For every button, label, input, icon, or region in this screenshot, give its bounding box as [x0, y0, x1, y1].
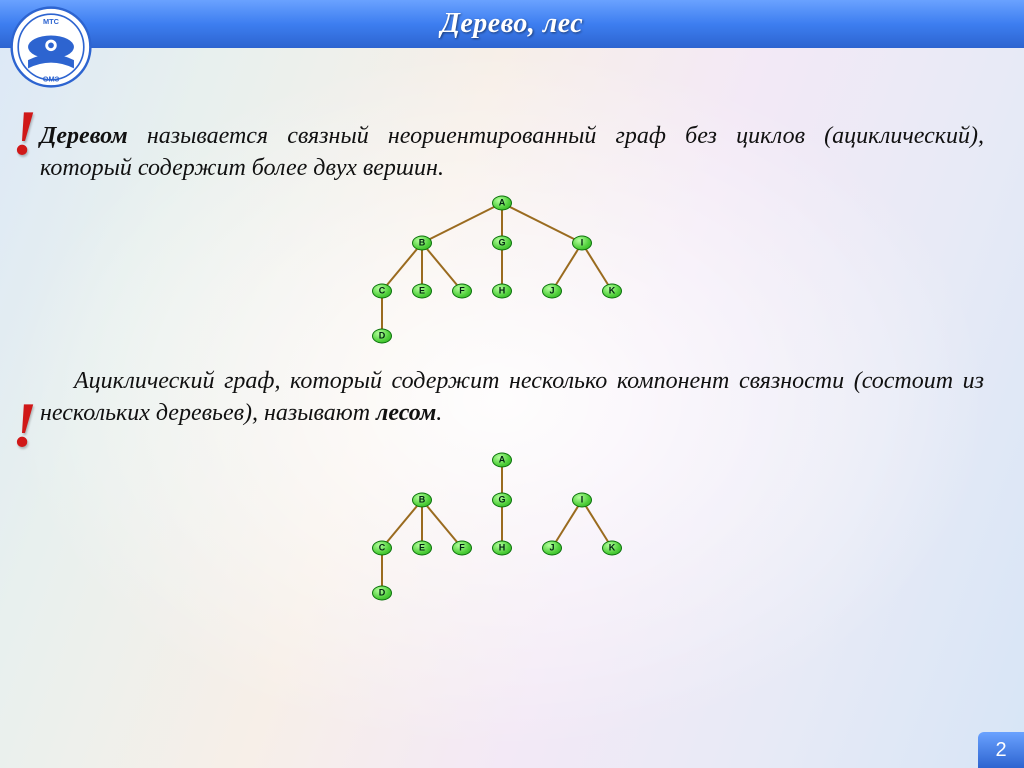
term-forest: лесом: [376, 400, 436, 426]
graph-node: J: [542, 540, 562, 555]
para2-text1: Ациклический граф, который содержит неск…: [40, 368, 984, 426]
graph-node: G: [492, 235, 512, 250]
logo-text-top: МТС: [43, 17, 60, 26]
graph-node: H: [492, 283, 512, 298]
slide: Дерево, лес МТС ОМЗ ! ! Деревом называет…: [0, 0, 1024, 768]
graph-node: D: [372, 585, 392, 600]
graph-node: A: [492, 195, 512, 210]
tree-diagram: A B G I C E F H J K D: [352, 191, 672, 351]
tree-edges: [352, 191, 672, 351]
graph-node: E: [412, 283, 432, 298]
page-number-text: 2: [995, 739, 1006, 762]
paragraph-1: Деревом называется связный неориентирова…: [40, 120, 984, 185]
para2-block: Ациклический граф, который содержит неск…: [40, 365, 984, 430]
graph-node: F: [452, 540, 472, 555]
graph-node: C: [372, 540, 392, 555]
graph-node: I: [572, 235, 592, 250]
para2-text2: .: [436, 400, 442, 426]
graph-node: I: [572, 492, 592, 507]
graph-node: F: [452, 283, 472, 298]
forest-edges: [352, 448, 672, 618]
graph-node: C: [372, 283, 392, 298]
title-bar: Дерево, лес: [0, 0, 1024, 48]
graph-node: K: [602, 540, 622, 555]
graph-node: K: [602, 283, 622, 298]
graph-node: G: [492, 492, 512, 507]
page-number: 2: [978, 732, 1024, 768]
slide-title: Дерево, лес: [441, 8, 583, 40]
graph-node: D: [372, 328, 392, 343]
graph-node: B: [412, 235, 432, 250]
paragraph-2: Ациклический граф, который содержит неск…: [40, 365, 984, 430]
graph-node: H: [492, 540, 512, 555]
graph-node: E: [412, 540, 432, 555]
content-area: Деревом называется связный неориентирова…: [0, 60, 1024, 768]
graph-node: A: [492, 452, 512, 467]
forest-diagram: A B G I C E F H J K D: [352, 448, 672, 618]
para1-text: называется связный неориентированный гра…: [40, 123, 984, 181]
graph-node: B: [412, 492, 432, 507]
graph-node: J: [542, 283, 562, 298]
term-tree: Деревом: [40, 123, 147, 149]
